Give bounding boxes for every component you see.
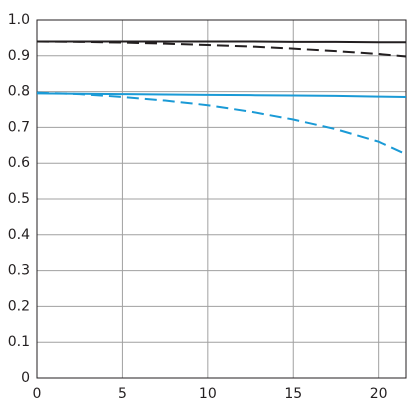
x-tick-label: 5 <box>118 386 127 402</box>
x-tick-label: 15 <box>284 386 302 402</box>
y-tick-label: 0.9 <box>8 48 30 64</box>
y-tick-label: 0.7 <box>8 119 30 135</box>
y-tick-label: 0.3 <box>8 263 30 279</box>
plot-frame <box>36 19 407 379</box>
y-tick-label: 0.8 <box>8 84 30 100</box>
y-tick-label: 0.1 <box>8 334 30 350</box>
x-tick-label: 10 <box>199 386 217 402</box>
y-tick-label: 0.5 <box>8 191 30 207</box>
y-tick-label: 1.0 <box>8 12 30 28</box>
series-line <box>36 91 407 156</box>
y-tick-label: 0.6 <box>8 155 30 171</box>
y-tick-label: 0 <box>21 370 30 386</box>
series-line <box>36 92 407 98</box>
y-tick-label: 0.2 <box>8 298 30 314</box>
series-line <box>36 40 407 58</box>
x-tick-label: 20 <box>370 386 388 402</box>
x-tick-label: 0 <box>33 386 42 402</box>
y-tick-label: 0.4 <box>8 227 30 243</box>
